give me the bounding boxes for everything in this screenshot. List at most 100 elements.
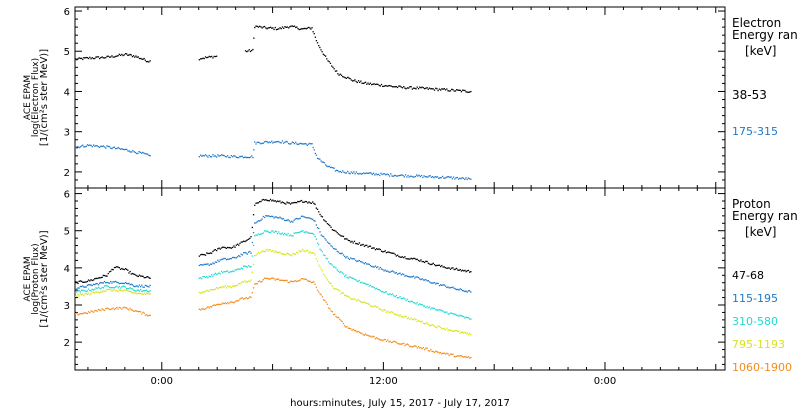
data-point-47-68 [358,242,361,244]
data-point-175-315 [102,145,104,147]
data-point-795-1193 [435,326,437,328]
data-point-310-580 [198,277,200,279]
data-point-115-195 [293,219,295,221]
data-point-1060-1900 [79,313,81,315]
data-point-310-580 [446,311,448,313]
data-point-175-315 [344,172,346,174]
data-point-310-580 [220,270,223,273]
data-point-47-68 [136,275,138,277]
data-point-1060-1900 [389,340,391,342]
data-point-115-195 [347,257,349,259]
data-point-38-53 [355,80,357,83]
data-point-175-315 [144,153,146,155]
data-point-1060-1900 [341,321,343,323]
data-point-175-315 [220,154,223,156]
data-point-115-195 [148,286,150,288]
data-point-795-1193 [303,250,305,252]
data-point-310-580 [320,249,322,252]
data-point-310-580 [330,263,332,265]
data-point-175-315 [372,172,375,174]
data-point-175-315 [412,176,414,178]
data-point-1060-1900 [323,299,325,301]
data-point-795-1193 [285,253,287,256]
data-point-38-53 [322,53,324,55]
data-point-795-1193 [94,292,96,294]
data-point-1060-1900 [395,341,397,344]
data-point-115-195 [385,270,388,272]
data-point-38-53 [363,82,365,84]
data-point-310-580 [396,297,399,299]
data-point-115-195 [116,281,118,283]
data-point-38-53 [121,53,123,56]
data-point-115-195 [440,284,442,286]
data-point-38-53 [247,50,249,52]
data-point-310-580 [361,281,363,283]
data-point-38-53 [421,86,423,88]
data-point-1060-1900 [236,300,239,302]
data-point-795-1193 [336,289,338,291]
data-point-38-53 [261,27,263,29]
data-point-310-580 [441,310,443,312]
data-point-175-315 [203,155,205,157]
data-point-47-68 [144,276,147,279]
data-point-115-195 [105,282,107,284]
data-point-115-195 [465,290,467,292]
data-point-310-580 [453,313,455,315]
data-point-1060-1900 [403,342,405,344]
data-point-115-195 [271,215,273,217]
data-point-47-68 [428,263,431,265]
data-point-115-195 [456,288,458,291]
data-point-310-580 [341,272,343,274]
data-point-1060-1900 [452,353,454,355]
data-point-115-195 [412,275,415,277]
data-point-115-195 [278,217,280,219]
data-point-47-68 [214,249,216,251]
data-point-310-580 [314,236,316,238]
data-point-115-195 [269,216,272,218]
data-point-47-68 [432,262,434,264]
data-point-115-195 [316,227,319,229]
data-point-175-315 [280,142,282,144]
data-point-1060-1900 [466,356,468,359]
data-point-1060-1900 [344,325,346,327]
data-point-175-315 [225,156,228,158]
data-point-310-580 [209,276,212,278]
data-point-175-315 [274,141,276,143]
data-point-795-1193 [143,292,145,294]
data-point-38-53 [460,91,463,93]
data-point-795-1193 [314,254,316,256]
data-point-310-580 [99,287,101,289]
data-point-47-68 [78,280,80,282]
data-point-175-315 [230,155,232,157]
data-point-38-53 [395,86,397,88]
data-point-175-315 [259,142,261,144]
data-point-310-580 [385,291,388,293]
data-point-38-53 [290,25,292,27]
data-point-795-1193 [207,290,209,292]
data-point-115-195 [219,259,221,261]
data-point-1060-1900 [443,352,445,354]
data-point-1060-1900 [285,279,287,282]
data-point-310-580 [288,235,290,237]
data-point-175-315 [444,177,446,179]
data-point-38-53 [320,49,322,51]
data-point-310-580 [280,233,282,235]
data-point-310-580 [223,271,225,273]
data-point-38-53 [323,54,326,56]
data-point-38-53 [357,80,360,82]
data-point-38-53 [457,89,459,91]
data-point-115-195 [446,286,448,289]
data-point-310-580 [201,278,203,280]
data-point-115-195 [428,281,431,283]
data-point-115-195 [332,247,335,250]
data-point-795-1193 [318,264,320,266]
data-point-310-580 [449,312,452,314]
data-point-47-68 [255,202,257,204]
data-point-47-68 [303,201,305,203]
x-axis-label: hours:minutes, July 15, 2017 - July 17, … [290,398,510,409]
data-point-310-580 [348,276,351,278]
data-point-795-1193 [335,288,337,290]
data-point-175-315 [290,143,292,145]
data-point-175-315 [257,141,260,143]
data-point-310-580 [369,284,372,286]
